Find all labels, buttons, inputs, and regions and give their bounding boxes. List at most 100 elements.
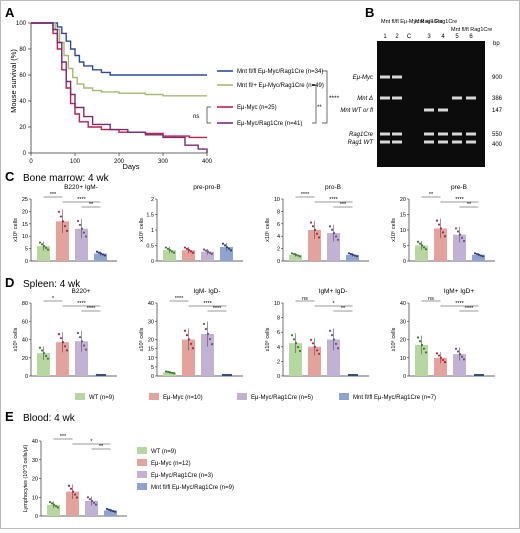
gel-band xyxy=(438,109,448,112)
data-point xyxy=(203,323,205,325)
y-tick-label: 0 xyxy=(25,259,28,265)
gel-band xyxy=(466,133,476,136)
data-point xyxy=(482,255,484,257)
data-point xyxy=(423,348,425,350)
data-point xyxy=(463,358,465,360)
y-tick-label: 2 xyxy=(277,247,280,253)
legend-label: WT (n=9) xyxy=(151,449,176,455)
data-point xyxy=(102,374,104,376)
data-point xyxy=(184,246,186,248)
gel-band xyxy=(424,141,434,144)
data-point xyxy=(104,374,106,376)
y-tick-label: 5 xyxy=(25,247,28,253)
data-point xyxy=(47,249,49,251)
data-point xyxy=(41,243,43,245)
legend-swatch-rag xyxy=(237,393,247,400)
chart-title: pre-pro-B xyxy=(193,184,220,191)
data-point xyxy=(463,240,465,242)
data-point xyxy=(169,249,171,251)
sig-label: ns xyxy=(302,296,308,302)
legend-blood: WT (n=9) Eμ-Myc (n=12) Eμ-Myc/Rag1Cre (n… xyxy=(137,447,234,491)
data-point xyxy=(226,246,228,248)
data-point xyxy=(211,253,213,255)
data-point xyxy=(314,346,316,348)
data-point xyxy=(39,347,41,349)
y-axis-label: x10⁶ cells xyxy=(138,218,145,242)
gel-band xyxy=(424,109,434,112)
data-point xyxy=(192,252,194,254)
y-tick-label: 40 xyxy=(19,99,26,105)
data-point xyxy=(100,252,102,254)
sig-label: **** xyxy=(87,306,96,312)
chart-title: B220+ IgM- xyxy=(64,184,98,191)
y-tick-label: 30 xyxy=(400,319,406,325)
data-point xyxy=(335,235,337,237)
data-point xyxy=(425,248,427,250)
data-point xyxy=(224,374,226,376)
data-point xyxy=(112,510,114,512)
y-tick-label: 30 xyxy=(148,319,154,325)
sig-label: ** xyxy=(317,105,322,111)
data-point xyxy=(421,344,423,346)
data-point xyxy=(417,241,419,243)
x-tick-label: 300 xyxy=(158,159,169,165)
data-point xyxy=(167,248,169,250)
y-tick-label: 1 xyxy=(151,228,154,234)
data-point xyxy=(480,374,482,376)
data-point xyxy=(173,372,175,374)
data-point xyxy=(104,254,106,256)
data-point xyxy=(58,211,60,213)
panel-title-c: Bone marrow: 4 wk xyxy=(23,173,110,184)
sig-label: **** xyxy=(301,192,310,198)
data-point xyxy=(53,504,55,506)
legend-swatch-rag xyxy=(137,471,147,478)
panel-title-e: Blood: 4 wk xyxy=(23,413,76,424)
data-point xyxy=(64,345,66,347)
legend-label: Eμ-Myc (n=25) xyxy=(237,105,277,111)
data-point xyxy=(186,248,188,250)
data-point xyxy=(293,253,295,255)
y-tick-label: 0.5 xyxy=(146,244,154,250)
chart-title: B220+ xyxy=(72,288,91,295)
y-tick-label: 80 xyxy=(19,47,26,53)
data-point xyxy=(98,252,100,254)
data-point xyxy=(457,350,459,352)
data-point xyxy=(348,374,350,376)
y-axis-label: x10⁶ cells xyxy=(390,218,397,242)
y-tick-label: 8 xyxy=(277,209,280,215)
data-point xyxy=(98,374,100,376)
sig-label: **** xyxy=(465,306,474,312)
sig-label: **** xyxy=(213,306,222,312)
y-tick-label: 0 xyxy=(25,374,28,380)
chart-title: IgM- IgD- xyxy=(193,288,220,295)
sig-label: **** xyxy=(329,95,340,102)
data-point xyxy=(72,491,74,493)
legend-label: Mnt fl/fl Eμ-Myc/Rag1Cre (n=7) xyxy=(353,395,436,401)
data-point xyxy=(66,349,68,351)
data-point xyxy=(297,254,299,256)
legend-label: Eμ-Myc/Rag1Cre (n=41) xyxy=(237,121,302,127)
gel-band xyxy=(424,133,434,136)
data-point xyxy=(335,343,337,345)
sig-label: **** xyxy=(455,301,464,307)
gel-band xyxy=(438,133,448,136)
gel-band xyxy=(452,133,462,136)
data-point xyxy=(167,371,169,373)
data-point xyxy=(444,235,446,237)
data-point xyxy=(70,488,72,490)
y-axis-label: x10⁶ cells xyxy=(390,327,397,351)
data-point xyxy=(95,504,97,506)
data-point xyxy=(222,243,224,245)
y-tick-label: 0 xyxy=(277,259,280,265)
data-point xyxy=(455,348,457,350)
gel-row-label: Rag1 WT xyxy=(348,140,375,146)
data-point xyxy=(83,344,85,346)
data-point xyxy=(356,374,358,376)
data-point xyxy=(295,342,297,344)
data-point xyxy=(417,336,419,338)
data-point xyxy=(350,374,352,376)
data-point xyxy=(114,511,116,513)
bp-header: bp xyxy=(493,41,500,47)
